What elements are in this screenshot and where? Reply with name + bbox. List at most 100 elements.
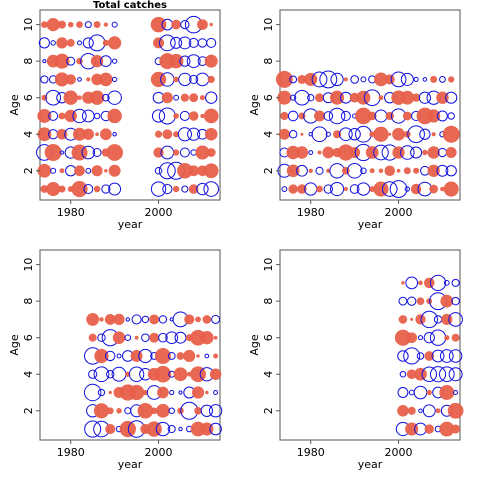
bubble-negative: [150, 181, 167, 197]
bubble-positive: [188, 165, 200, 177]
bubble-positive: [430, 75, 438, 83]
bubble-positive: [58, 112, 66, 120]
bubble-negative: [308, 150, 314, 155]
bubble-negative: [77, 77, 82, 82]
bubble-negative: [151, 109, 166, 123]
bubble-negative: [174, 331, 187, 344]
y-axis-ticks: 2 4 6 8 10: [262, 258, 280, 414]
bubble-negative: [108, 182, 122, 196]
bubble-negative: [88, 369, 98, 379]
bubble-negative: [418, 408, 423, 414]
bubble-positive: [171, 19, 181, 30]
bubble-positive: [427, 164, 440, 177]
bubble-positive: [103, 22, 108, 27]
bubble-negative: [179, 55, 191, 67]
bubble-positive: [384, 74, 395, 85]
bubble-negative: [400, 145, 415, 160]
bubble-negative: [42, 59, 47, 64]
bubble-negative: [339, 127, 353, 142]
bubble-positive: [154, 130, 163, 138]
bubble-positive: [41, 21, 48, 28]
bubble-negative: [141, 315, 150, 324]
bubble-negative: [208, 404, 223, 418]
bubble-positive: [295, 146, 309, 159]
bubble-negative: [106, 370, 115, 379]
bubble-negative: [330, 72, 344, 87]
bubble-positive: [104, 169, 108, 173]
bubble-positive: [213, 335, 218, 340]
bubble-negative: [447, 112, 455, 120]
bubble-positive: [413, 167, 420, 174]
bubble-positive: [94, 348, 109, 364]
bubble-negative: [93, 112, 101, 120]
panel-bottom-left: 1980 2000 2 4 6 8 10 year Age: [8, 249, 223, 471]
bubble-negative: [407, 125, 425, 144]
bubble-positive: [451, 333, 460, 342]
bubble-negative: [131, 314, 142, 325]
bubble-negative: [82, 37, 94, 49]
bubble-negative: [112, 131, 117, 137]
y-tick-label: 4: [22, 371, 35, 378]
bubble-positive: [199, 95, 205, 101]
bubble-positive: [422, 149, 428, 156]
bubble-positive: [418, 280, 423, 286]
bubble-positive: [343, 187, 348, 192]
bubble-positive: [112, 331, 126, 344]
bubble-positive: [90, 54, 104, 68]
bubble-positive: [388, 132, 392, 136]
bubble-positive: [209, 22, 213, 27]
bubble-positive: [86, 313, 100, 326]
bubble-positive: [56, 128, 68, 140]
bubble-negative: [81, 109, 95, 123]
bubble-negative: [50, 40, 56, 46]
y-tick-label: 8: [22, 58, 35, 65]
bubble-positive: [374, 72, 388, 87]
bubble-negative: [170, 36, 183, 49]
bubble-positive: [154, 365, 172, 383]
panel-title: Total catches: [93, 0, 167, 11]
bubble-negative: [205, 91, 218, 104]
bubble-negative: [399, 370, 407, 378]
bubble-negative: [429, 366, 447, 383]
bubble-negative: [348, 128, 361, 141]
bubble-positive: [440, 294, 454, 308]
y-tick-label: 10: [262, 258, 275, 272]
bubble-positive: [95, 132, 99, 137]
bubble-negative: [125, 317, 130, 322]
bubble-positive: [66, 38, 75, 47]
bubble-positive: [180, 93, 189, 102]
bubble-positive: [183, 349, 196, 362]
bubble-positive: [203, 163, 219, 179]
x-axis-title: year: [118, 458, 143, 471]
bubble-positive: [333, 130, 342, 139]
y-axis-ticks: 2 4 6 8 10: [262, 18, 280, 174]
bubble-positive: [71, 181, 88, 198]
bubble-negative: [410, 146, 423, 159]
bubble-positive: [356, 90, 371, 105]
bubble-positive: [204, 127, 218, 141]
y-tick-label: 2: [22, 167, 35, 174]
x-tick-label: 2000: [145, 206, 173, 219]
bubble-positive: [37, 108, 52, 123]
bubble-positive: [40, 185, 49, 193]
bubble-negative: [179, 110, 190, 121]
bubble-positive: [444, 335, 450, 341]
bubble-positive: [415, 314, 426, 325]
bubble-negative: [436, 164, 449, 177]
bubble-negative: [448, 367, 463, 382]
bubble-positive: [107, 108, 122, 124]
bubble-negative: [45, 89, 61, 106]
bubble-negative: [413, 385, 428, 400]
bubble-positive: [436, 91, 449, 104]
bubble-positive: [373, 126, 389, 142]
bubble-negative: [124, 407, 132, 415]
bubble-negative: [416, 352, 425, 360]
bubble-negative: [453, 389, 459, 396]
bubble-positive: [394, 329, 411, 346]
bubble-positive: [93, 185, 101, 193]
bubble-negative: [50, 167, 57, 174]
bubble-positive: [77, 95, 82, 101]
bubble-positive: [57, 20, 66, 29]
bubble-negative: [92, 148, 102, 157]
bubble-positive: [106, 144, 123, 161]
